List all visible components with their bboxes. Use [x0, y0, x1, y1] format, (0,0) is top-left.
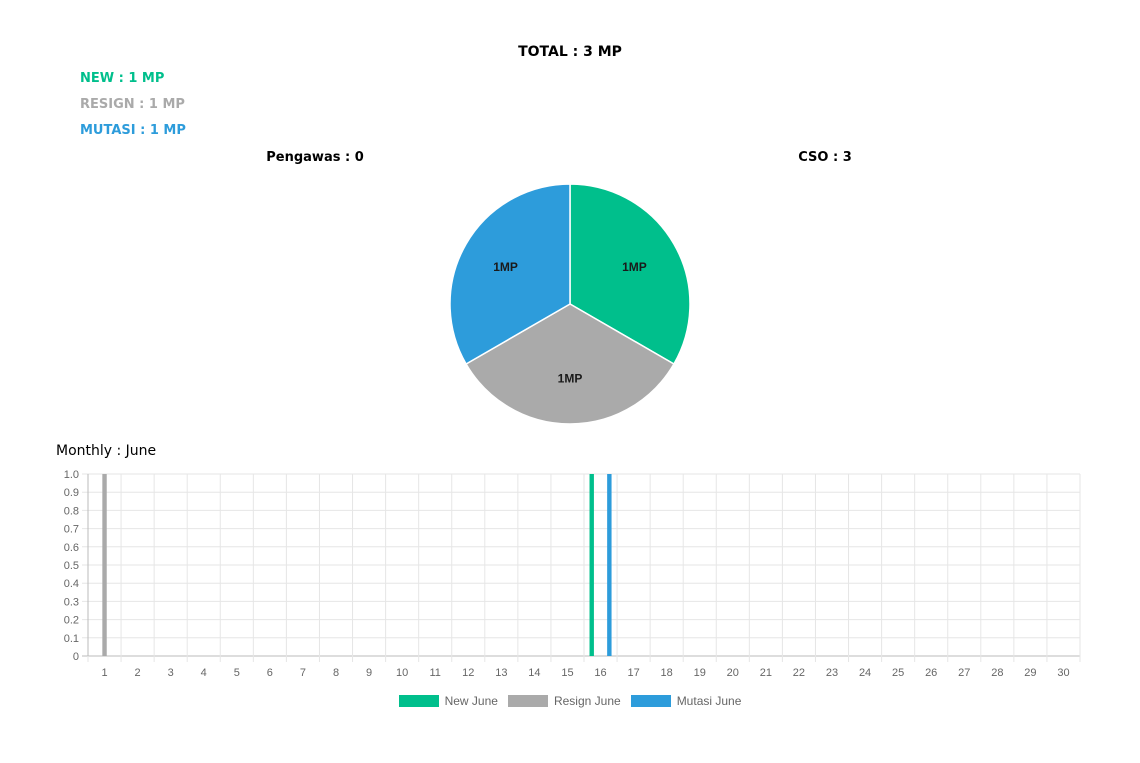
x-tick-label: 15	[561, 667, 573, 679]
pie-slice-new	[569, 183, 691, 366]
x-tick-label: 22	[793, 667, 805, 679]
stat-mutasi: MUTASI : 1 MP	[80, 123, 186, 138]
x-tick-label: 29	[1024, 667, 1036, 679]
pie-slice-mutasi	[449, 183, 571, 366]
bar-mutasi-16	[607, 474, 612, 656]
x-tick-label: 28	[991, 667, 1003, 679]
pie-chart: 1MP 1MP 1MP	[449, 183, 691, 425]
x-tick-label: 19	[694, 667, 706, 679]
x-tick-label: 18	[661, 667, 673, 679]
bar-chart: 00.10.20.30.40.50.60.70.80.91.01 2 3 4 5 6 7 8 9…	[64, 469, 1081, 679]
x-tick-label: 20	[727, 667, 739, 679]
x-tick-label: 23	[826, 667, 838, 679]
legend-label-mutasi: Mutasi June	[676, 694, 742, 708]
y-tick-label: 0.4	[64, 578, 79, 590]
bar-resign-1	[102, 474, 107, 656]
x-tick-label: 4	[201, 667, 207, 679]
y-tick-label: 0.5	[64, 560, 79, 572]
y-tick-label: 0	[73, 651, 79, 663]
x-tick-label: 8	[333, 667, 339, 679]
bar-chart-legend: New June Resign June Mutasi June	[0, 694, 1140, 708]
x-tick-label: 30	[1057, 667, 1069, 679]
legend-item-new[interactable]: New June	[398, 694, 498, 708]
x-tick-label: 5	[234, 667, 240, 679]
x-tick-label: 13	[495, 667, 507, 679]
y-tick-label: 0.8	[64, 505, 79, 517]
x-tick-label: 10	[396, 667, 408, 679]
x-tick-label: 3	[168, 667, 174, 679]
legend-label-resign: Resign June	[553, 694, 621, 708]
pie-label-resign: 1MP	[558, 371, 583, 385]
legend-swatch-mutasi	[630, 695, 671, 707]
cso-label: CSO : 3	[798, 150, 852, 165]
legend-item-resign[interactable]: Resign June	[507, 694, 621, 708]
legend-swatch-resign	[507, 695, 548, 707]
bar-new-16	[589, 474, 594, 656]
x-tick-label: 11	[429, 667, 440, 679]
y-tick-label: 0.7	[64, 524, 79, 536]
y-tick-label: 0.9	[64, 487, 79, 499]
x-tick-label: 27	[958, 667, 970, 679]
y-tick-label: 0.6	[64, 542, 79, 554]
total-label: TOTAL : 3 MP	[518, 44, 622, 60]
legend-item-mutasi[interactable]: Mutasi June	[630, 694, 742, 708]
y-tick-label: 1.0	[64, 469, 79, 481]
x-tick-label: 24	[859, 667, 871, 679]
stat-new: NEW : 1 MP	[80, 71, 165, 86]
stat-resign: RESIGN : 1 MP	[80, 97, 185, 112]
x-tick-label: 14	[528, 667, 540, 679]
pie-label-mutasi: 1MP	[493, 260, 518, 274]
x-tick-label: 25	[892, 667, 904, 679]
pie-label-new: 1MP	[622, 260, 647, 274]
pie-slice-resign	[465, 303, 675, 425]
y-tick-label: 0.2	[64, 615, 79, 627]
x-tick-label: 21	[760, 667, 772, 679]
x-tick-label: 26	[925, 667, 937, 679]
x-tick-label: 16	[594, 667, 606, 679]
legend-label-new: New June	[444, 694, 498, 708]
x-tick-label: 17	[627, 667, 639, 679]
y-tick-label: 0.1	[64, 633, 79, 645]
x-tick-label: 7	[300, 667, 306, 679]
x-tick-label: 9	[366, 667, 372, 679]
y-tick-label: 0.3	[64, 596, 79, 608]
pengawas-label: Pengawas : 0	[266, 150, 364, 165]
x-tick-label: 6	[267, 667, 273, 679]
monthly-title: Monthly : June	[56, 443, 157, 459]
x-tick-label: 1	[101, 667, 107, 679]
x-tick-label: 12	[462, 667, 474, 679]
x-tick-label: 2	[135, 667, 141, 679]
legend-swatch-new	[398, 695, 439, 707]
